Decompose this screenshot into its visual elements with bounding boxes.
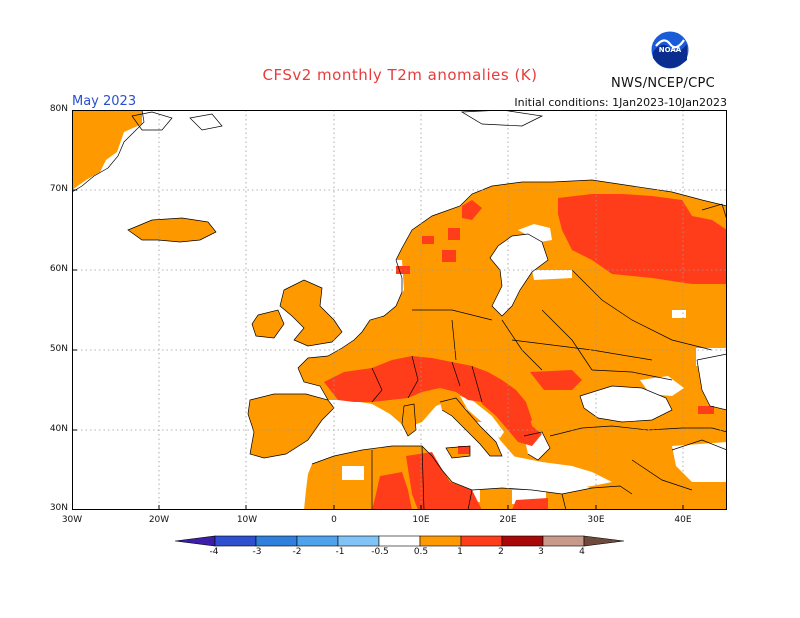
y-tick-label: 80N bbox=[49, 104, 68, 114]
x-tick-label: 40E bbox=[674, 515, 692, 525]
anomaly-map bbox=[72, 110, 727, 510]
colorbar-segment bbox=[337, 535, 380, 547]
y-tick-label: 70N bbox=[49, 184, 68, 194]
colorbar-segment bbox=[542, 535, 585, 547]
x-tick-label: 10W bbox=[236, 515, 258, 525]
colorbar-segment bbox=[255, 535, 298, 547]
colorbar-arrow-left bbox=[175, 535, 216, 547]
logo-text: NOAA bbox=[659, 46, 682, 54]
colorbar-segment bbox=[214, 535, 257, 547]
colorbar-segment bbox=[378, 535, 421, 547]
y-tick-label: 30N bbox=[49, 503, 68, 513]
colorbar-label: 2 bbox=[498, 547, 504, 557]
colorbar-segment bbox=[419, 535, 462, 547]
x-tick-label: 0 bbox=[331, 515, 337, 525]
map-ticks bbox=[72, 110, 684, 510]
noaa-logo-icon: NOAA bbox=[650, 30, 690, 70]
colorbar-label: 0.5 bbox=[413, 547, 429, 557]
colorbar-label: -1 bbox=[335, 547, 345, 557]
chart-title: CFSv2 monthly T2m anomalies (K) bbox=[262, 66, 538, 84]
colorbar-segment bbox=[501, 535, 544, 547]
initial-conditions: Initial conditions: 1Jan2023-10Jan2023 bbox=[514, 96, 727, 109]
colorbar bbox=[175, 535, 625, 547]
colorbar-label: -2 bbox=[292, 547, 302, 557]
colorbar-arrow-right bbox=[583, 535, 625, 547]
y-tick-label: 50N bbox=[49, 344, 68, 354]
y-tick-label: 60N bbox=[49, 264, 68, 274]
colorbar-label: 1 bbox=[457, 547, 463, 557]
forecast-month: May 2023 bbox=[72, 94, 137, 109]
colorbar-label: -0.5 bbox=[371, 547, 389, 557]
y-tick-label: 40N bbox=[49, 424, 68, 434]
x-tick-label: 30E bbox=[587, 515, 605, 525]
colorbar-label: 3 bbox=[538, 547, 544, 557]
x-tick-label: 20W bbox=[148, 515, 170, 525]
x-tick-label: 10E bbox=[412, 515, 430, 525]
agency-label: NWS/NCEP/CPC bbox=[611, 76, 716, 91]
x-tick-label: 20E bbox=[499, 515, 517, 525]
colorbar-label: 4 bbox=[579, 547, 585, 557]
colorbar-label: -4 bbox=[209, 547, 219, 557]
colorbar-segment bbox=[296, 535, 339, 547]
x-tick-label: 30W bbox=[61, 515, 83, 525]
map-frame bbox=[72, 110, 727, 510]
colorbar-segment bbox=[460, 535, 503, 547]
colorbar-label: -3 bbox=[252, 547, 262, 557]
anomaly-red-fill bbox=[324, 194, 727, 510]
map-gridlines bbox=[72, 110, 727, 510]
